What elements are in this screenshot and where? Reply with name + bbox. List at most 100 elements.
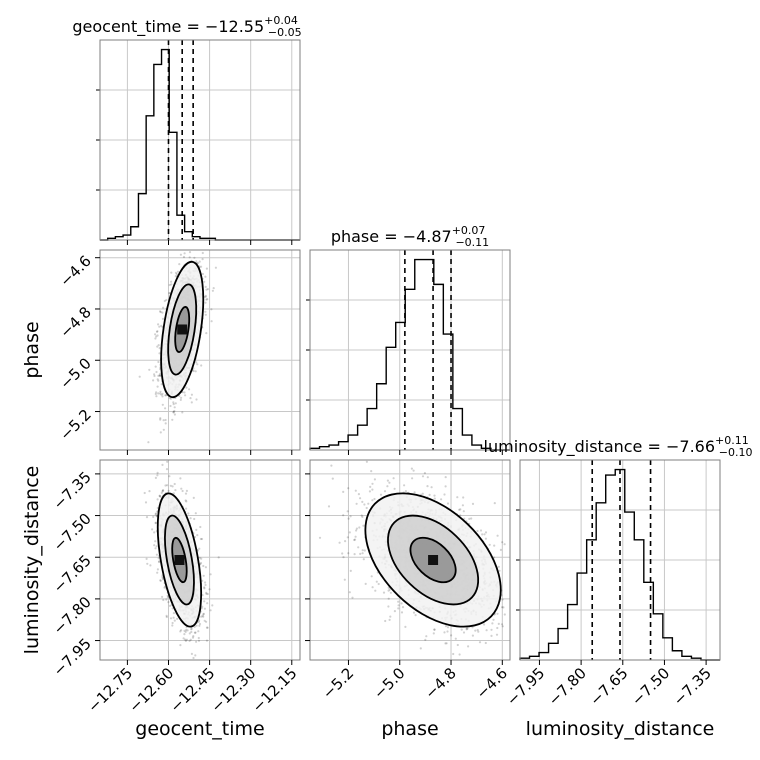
scatter-point — [327, 505, 331, 508]
scatter-point — [209, 609, 212, 612]
scatter-point — [160, 491, 163, 494]
scatter-point — [190, 627, 193, 630]
scatter-point — [158, 560, 161, 563]
scatter-point — [497, 565, 500, 568]
scatter-point — [371, 499, 374, 502]
scatter-point — [185, 489, 188, 492]
scatter-point — [172, 403, 175, 406]
scatter-point — [347, 517, 350, 520]
scatter-point — [158, 352, 161, 355]
scatter-point — [172, 411, 175, 414]
xlabel-geocent-time: geocent_time — [135, 718, 264, 740]
joint-panel-geocent_time-luminosity_distance — [100, 460, 300, 660]
xlabel-phase: phase — [381, 718, 438, 740]
scatter-point — [194, 631, 197, 634]
scatter-point — [388, 618, 391, 622]
scatter-point — [192, 656, 195, 660]
scatter-point — [444, 625, 448, 628]
scatter-point — [173, 413, 176, 416]
scatter-point — [503, 543, 506, 546]
panel-frame — [519, 459, 721, 661]
scatter-point — [397, 600, 400, 603]
scatter-point — [200, 265, 203, 268]
scatter-point — [171, 621, 174, 625]
scatter-point — [331, 477, 334, 480]
scatter-point — [189, 397, 192, 400]
scatter-point — [159, 431, 162, 434]
scatter-point — [371, 482, 374, 485]
hist-panel-luminosity_distance — [516, 460, 720, 661]
scatter-point — [157, 344, 160, 347]
scatter-point — [189, 638, 192, 641]
scatter-point — [484, 531, 488, 534]
scatter-point — [160, 383, 163, 386]
scatter-point — [483, 533, 486, 536]
scatter-point — [165, 468, 169, 471]
xlabel-luminosity-distance: luminosity_distance — [526, 718, 715, 740]
scatter-point — [501, 541, 504, 544]
scatter-point — [426, 476, 429, 479]
scatter-point — [190, 628, 193, 631]
scatter-point — [193, 256, 196, 259]
scatter-point — [400, 611, 404, 614]
scatter-point — [204, 581, 207, 584]
scatter-point — [491, 622, 494, 625]
scatter-point — [496, 626, 499, 630]
scatter-point — [152, 379, 155, 382]
scatter-point — [397, 604, 400, 607]
scatter-point — [172, 492, 175, 495]
scatter-point — [168, 604, 172, 608]
scatter-point — [374, 589, 377, 592]
scatter-point — [432, 632, 435, 635]
scatter-point — [440, 498, 443, 501]
scatter-point — [412, 611, 416, 614]
scatter-point — [426, 485, 429, 488]
hist-panel-phase — [306, 250, 510, 451]
scatter-point — [413, 491, 416, 494]
scatter-point — [172, 411, 175, 414]
scatter-point — [156, 471, 159, 474]
scatter-point — [172, 612, 175, 615]
scatter-point — [179, 644, 182, 647]
scatter-point — [154, 365, 157, 368]
scatter-point — [195, 398, 198, 401]
scatter-point — [355, 529, 358, 532]
scatter-point — [476, 628, 479, 632]
scatter-point — [159, 372, 162, 375]
scatter-point — [182, 255, 186, 259]
scatter-point — [164, 407, 167, 410]
scatter-point — [192, 635, 195, 638]
scatter-point — [190, 401, 193, 404]
scatter-point — [164, 418, 167, 422]
scatter-point — [154, 513, 157, 516]
scatter-point — [199, 561, 203, 565]
scatter-point — [404, 490, 407, 493]
scatter-point — [393, 487, 396, 490]
scatter-point — [162, 598, 165, 602]
joint-panel-phase-luminosity_distance — [310, 460, 510, 660]
joint-panel-geocent_time-phase — [100, 250, 300, 450]
scatter-point — [495, 633, 499, 636]
scatter-point — [411, 477, 414, 480]
scatter-point — [159, 579, 162, 582]
scatter-point — [184, 639, 187, 643]
scatter-point — [204, 310, 207, 313]
scatter-point — [210, 320, 213, 323]
scatter-point — [169, 617, 173, 620]
scatter-point — [169, 404, 172, 408]
title-geocent-time: geocent_time = −12.55+0.04 −0.05 — [72, 14, 301, 39]
scatter-point — [198, 556, 201, 559]
scatter-point — [166, 460, 169, 463]
scatter-point — [199, 525, 202, 529]
scatter-point — [166, 484, 169, 487]
scatter-point — [211, 289, 214, 292]
scatter-point — [467, 645, 470, 648]
scatter-point — [484, 641, 487, 645]
scatter-point — [205, 332, 208, 335]
scatter-point — [153, 544, 156, 547]
scatter-point — [471, 502, 475, 505]
scatter-point — [198, 260, 201, 263]
scatter-point — [203, 607, 206, 610]
scatter-point — [490, 628, 493, 631]
scatter-point — [338, 541, 341, 544]
